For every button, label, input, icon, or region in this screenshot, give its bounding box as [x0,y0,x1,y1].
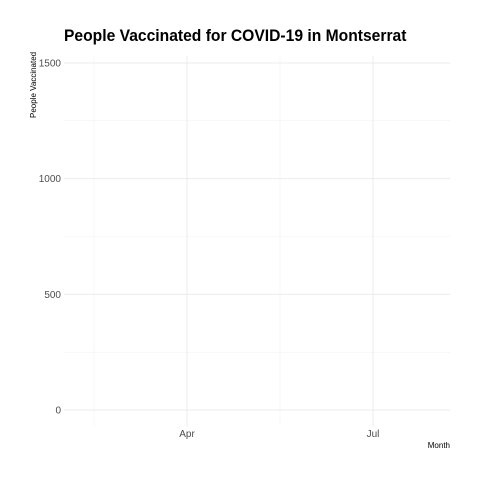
y-tick-label: 500 [44,290,61,301]
minor-gridlines-x [93,56,281,426]
x-tick-label: Apr [179,429,195,440]
x-tick-labels: Apr Jul [179,429,379,440]
y-tick-label: 1000 [39,174,62,185]
y-tick-labels: 0 500 1000 1500 [39,59,62,417]
y-axis-title: People Vaccinated [29,52,38,118]
minor-gridlines-y [64,120,450,353]
major-gridlines-y [64,62,450,411]
x-tick-label: Jul [367,429,380,440]
x-axis-title: Month [428,441,450,450]
y-tick-label: 1500 [39,59,62,70]
y-tick-label: 0 [55,406,61,417]
chart-title: People Vaccinated for COVID-19 in Montse… [64,26,407,45]
major-gridlines-x [186,56,374,426]
